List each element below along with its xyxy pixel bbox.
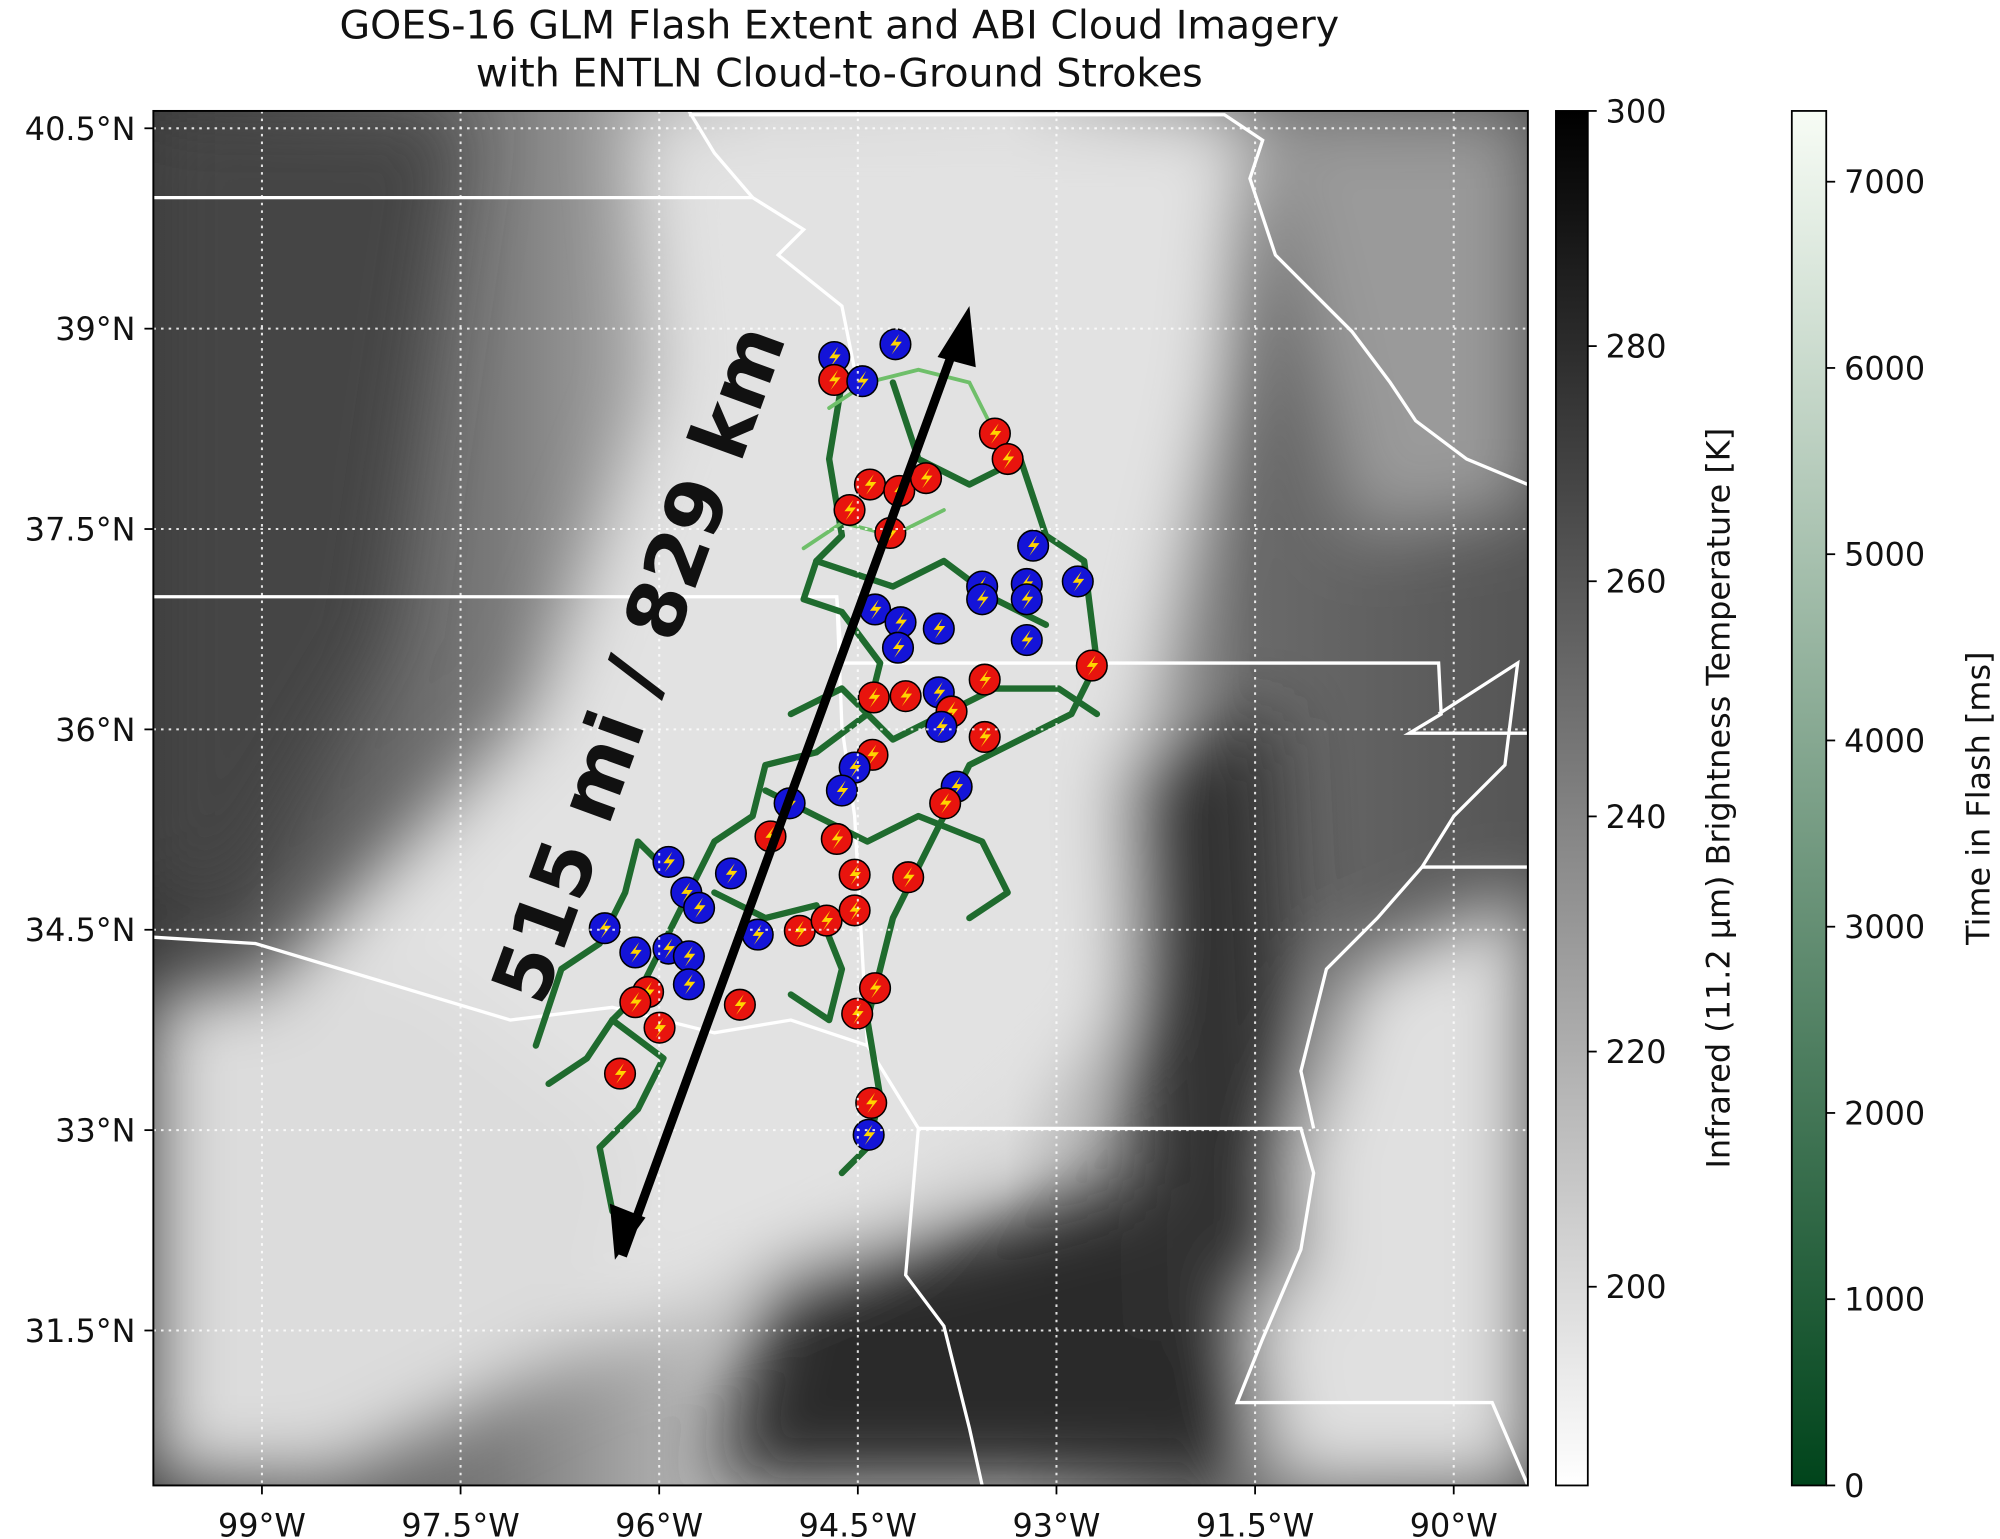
- colorbar-tick-label: 4000: [1844, 722, 1925, 760]
- cg-stroke-marker: [925, 710, 958, 743]
- y-tick-label: 33°N: [55, 1112, 135, 1150]
- axes: 99°W 97.5°W 96°W 94.5°W 93°W 91.5°W 90°W 40.5°N…: [25, 110, 1498, 1539]
- map-frame: [152, 109, 1529, 1487]
- cg-stroke-marker: [652, 845, 685, 879]
- colorbar: [1790, 110, 1828, 1487]
- cg-stroke-marker: [783, 914, 816, 947]
- cg-stroke-marker: [892, 861, 925, 894]
- title-line: with ENTLN Cloud-to-Ground Strokes: [476, 51, 1203, 97]
- cg-stroke-marker: [966, 583, 999, 616]
- cg-stroke-marker: [978, 417, 1011, 450]
- x-tick-label: 90°W: [1410, 1506, 1498, 1539]
- cg-stroke-marker: [838, 751, 871, 784]
- y-tick-label: 40.5°N: [25, 110, 136, 148]
- colorbars: 200 220 240 260 280 300 Infrared (11.2 µm) Bri…: [1555, 92, 1997, 1505]
- title-line: GOES-16 GLM Flash Extent and ABI Cloud I…: [340, 2, 1340, 48]
- x-tick-label: 96°W: [615, 1506, 703, 1539]
- cg-stroke-marker: [820, 822, 853, 856]
- cg-stroke-marker: [603, 1057, 637, 1090]
- y-tick-label: 36°N: [55, 711, 135, 749]
- cg-stroke-marker: [1010, 583, 1043, 616]
- x-tick-label: 94.5°W: [799, 1506, 917, 1539]
- cg-stroke-marker: [889, 680, 922, 713]
- cg-stroke-marker: [838, 858, 871, 891]
- cg-stroke-marker: [922, 612, 955, 645]
- flash-track: [762, 787, 1011, 922]
- colorbar-tick-label: 6000: [1844, 349, 1925, 387]
- colorbar-tick-label: 3000: [1844, 908, 1925, 946]
- colorbar-label: Time in Flash [ms]: [1959, 651, 1997, 945]
- cg-stroke-marker: [879, 328, 912, 361]
- cg-stroke-marker: [588, 912, 621, 945]
- cg-stroke-marker: [723, 988, 756, 1021]
- flash-track: [711, 889, 846, 1024]
- colorbar-tick-label: 5000: [1844, 536, 1925, 574]
- cg-stroke-marker: [1061, 565, 1094, 598]
- cg-stroke-marker: [855, 1086, 888, 1119]
- colorbar-tick-label: 1000: [1844, 1281, 1925, 1319]
- colorbar-tick-label: 200: [1606, 1268, 1667, 1306]
- cg-stroke-marker: [846, 365, 879, 398]
- cg-stroke-marker: [991, 442, 1024, 476]
- cg-stroke-marker: [818, 363, 851, 397]
- cg-stroke-marker: [838, 894, 871, 927]
- cg-stroke-marker: [1075, 649, 1108, 682]
- x-tick-label: 91.5°W: [1196, 1506, 1314, 1539]
- colorbar-tick-label: 260: [1606, 563, 1667, 601]
- entln-strokes: [588, 328, 1108, 1151]
- cg-stroke-marker: [968, 663, 1001, 696]
- cg-stroke-marker: [929, 787, 962, 820]
- y-tick-label: 37.5°N: [25, 511, 136, 549]
- x-tick-label: 99°W: [218, 1506, 306, 1539]
- cg-stroke-marker: [968, 720, 1001, 754]
- colorbar-tick-label: 240: [1606, 798, 1667, 836]
- cg-stroke-marker: [857, 681, 890, 714]
- colorbar-label: Infrared (11.2 µm) Brightness Temperatur…: [1699, 428, 1737, 1169]
- title: GOES-16 GLM Flash Extent and ABI Cloud I…: [340, 2, 1340, 96]
- cg-stroke-marker: [619, 936, 652, 969]
- cg-stroke-marker: [672, 968, 705, 1001]
- cg-stroke-marker: [683, 891, 716, 924]
- y-tick-label: 31.5°N: [25, 1312, 136, 1350]
- colorbar-tick-label: 0: [1844, 1467, 1864, 1505]
- cg-stroke-marker: [909, 462, 943, 495]
- cg-stroke-marker: [825, 774, 858, 807]
- colorbar-tick-label: 7000: [1844, 163, 1925, 201]
- cloud-field: [153, 110, 1528, 1486]
- x-tick-label: 97.5°W: [401, 1506, 519, 1539]
- cg-stroke-marker: [1017, 529, 1050, 562]
- cg-stroke-marker: [881, 631, 915, 664]
- colorbar-tick-label: 300: [1606, 92, 1667, 130]
- y-tick-label: 34.5°N: [25, 911, 136, 949]
- cg-stroke-marker: [672, 940, 705, 973]
- flash-track: [596, 1016, 667, 1215]
- colorbar-tick-label: 2000: [1844, 1094, 1925, 1132]
- colorbar-tick-label: 220: [1606, 1033, 1667, 1071]
- colorbar-tick-label: 280: [1606, 328, 1667, 366]
- map-area: 515 mi / 829 km: [153, 110, 1528, 1486]
- cg-stroke-marker: [619, 986, 652, 1019]
- x-tick-label: 93°W: [1012, 1506, 1100, 1539]
- cg-stroke-marker: [643, 1011, 676, 1044]
- y-tick-label: 39°N: [55, 310, 135, 348]
- cg-stroke-marker: [833, 493, 866, 527]
- cg-stroke-marker: [1010, 624, 1043, 657]
- cg-stroke-marker: [714, 857, 748, 890]
- cg-stroke-marker: [810, 904, 843, 937]
- cg-stroke-marker: [852, 1118, 885, 1151]
- cg-stroke-marker: [858, 972, 892, 1005]
- colorbar: [1555, 110, 1589, 1487]
- cg-stroke-marker: [853, 468, 887, 501]
